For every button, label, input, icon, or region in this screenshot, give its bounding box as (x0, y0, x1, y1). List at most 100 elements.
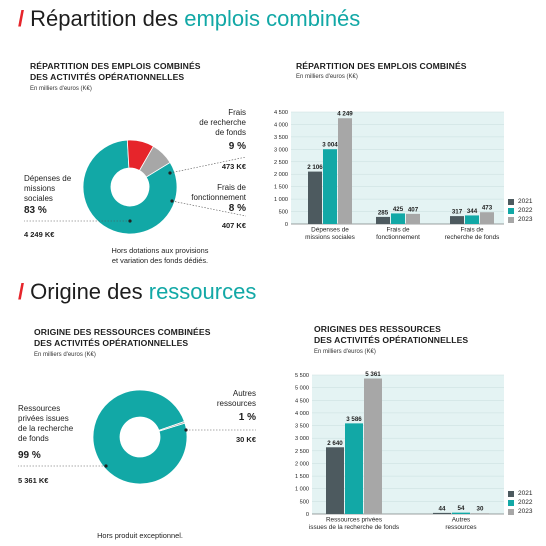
bar1-ytick-label: 2 500 (274, 160, 288, 166)
bar2-legend-2022: 2022 (508, 498, 532, 507)
bar2-title-line1: ORIGINES DES RESSOURCES (314, 324, 441, 334)
donut2-title-line1: ORIGINE DES RESSOURCES COMBINÉES (34, 327, 211, 337)
bar2-ytick-label: 4 500 (295, 398, 309, 404)
donut2-title: ORIGINE DES RESSOURCES COMBINÉES DES ACT… (34, 327, 211, 349)
bar1-data-label: 2 106 (307, 164, 323, 171)
legend-label: 2021 (518, 490, 533, 497)
donut1-note-l1: Hors dotations aux provisions (111, 246, 209, 255)
donut1-label-recherche-l3: de fonds (215, 128, 246, 137)
bar1-subtitle: En milliers d'euros (K€) (296, 74, 358, 80)
bar1-legend-2023: 2023 (508, 215, 532, 224)
bar1-ytick-label: 2 000 (274, 172, 288, 178)
bar1-bar-2021 (376, 216, 390, 224)
donut1-note-l2: et variation des fonds dédiés. (111, 256, 209, 265)
bar2-ytick-label: 1 000 (295, 487, 309, 493)
donut2-leader-privees-dot (104, 464, 108, 468)
bar1-bar-2023 (480, 212, 494, 224)
donut1-amount-fonctionnement: 407 K€ (221, 221, 246, 230)
bar1-ytick-label: 1 500 (274, 185, 288, 191)
bar1-title: RÉPARTITION DES EMPLOIS COMBINÉS (296, 61, 467, 71)
donut2-label-privees-l2: privées issues (18, 414, 69, 423)
donut2-note: Hors produit exceptionnel. (60, 531, 220, 541)
bar2-ytick-label: 2 500 (295, 449, 309, 455)
legend-swatch (508, 216, 514, 223)
bar2-data-label: 2 640 (327, 440, 343, 447)
donut1-pct-missions: 83 % (24, 205, 47, 216)
bar2-title: ORIGINES DES RESSOURCES DES ACTIVITÉS OP… (314, 324, 468, 346)
bar1-legend-2021: 2021 (508, 197, 532, 206)
title-plain: Répartition des (30, 6, 185, 31)
bar2-category-label: ressources (445, 524, 476, 531)
bar1-ytick-label: 4 000 (274, 122, 288, 128)
donut1-pct-fonctionnement: 8 % (228, 203, 246, 214)
bar1-bar-2021 (450, 216, 464, 224)
donut1-amount-missions: 4 249 K€ (24, 230, 55, 239)
legend-label: 2021 (518, 198, 533, 205)
bar2-ytick-label: 2 000 (295, 461, 309, 467)
bar1-data-label: 473 (482, 205, 493, 212)
bar2-data-label: 54 (458, 505, 465, 512)
bar2-bar-2021 (326, 447, 344, 514)
bar1-category-label: fonctionnement (376, 234, 420, 241)
legend-swatch (508, 499, 514, 506)
title-accent: emplois combinés (184, 6, 361, 31)
bar1-ytick-label: 500 (279, 210, 288, 216)
donut2-label-privees: Ressources privées issues de la recherch… (18, 404, 98, 444)
bar2-bar-2023 (364, 378, 382, 514)
donut1-label-recherche-l2: de recherche (199, 118, 246, 127)
bar2-bar-2021 (433, 512, 451, 514)
bar2-subtitle: En milliers d'euros (K€) (314, 349, 376, 355)
bar2-legend-2023: 2023 (508, 507, 532, 516)
bar1-data-label: 3 004 (322, 142, 338, 149)
bar2-bar-2023 (471, 513, 489, 514)
bar1-ytick-label: 1 000 (274, 197, 288, 203)
donut2-note-l1: Hors produit exceptionnel. (97, 531, 183, 540)
donut2-subtitle: En milliers d'euros (K€) (34, 352, 96, 358)
bar1-category-label: recherche de fonds (445, 234, 500, 241)
bar2-ytick-label: 3 500 (295, 424, 309, 430)
donut-slice (82, 139, 178, 235)
bar1-data-label: 407 (408, 206, 419, 213)
bar2-ytick-label: 1 500 (295, 474, 309, 480)
donut2-leader-autres-dot (184, 428, 188, 432)
donut1-label-recherche: Frais de recherche de fonds (178, 108, 246, 138)
bar1-legend-2022: 2022 (508, 206, 532, 215)
donut2-label-privees-l1: Ressources (18, 404, 61, 413)
bar2-bar-2022 (345, 423, 363, 514)
donut1-subtitle: En milliers d'euros (K€) (30, 86, 92, 92)
bar2-bar-2022 (452, 512, 470, 514)
bar2-ytick-label: 0 (306, 512, 309, 518)
donut2-label-privees-l3: de la recherche (18, 424, 74, 433)
legend-swatch (508, 508, 514, 515)
legend-swatch (508, 207, 514, 214)
bar2-legend: 2021 2022 2023 (508, 489, 532, 516)
donut1-label-fonctionnement: Frais de fonctionnement (178, 183, 246, 203)
title-plain: Origine des (30, 279, 149, 304)
title-slash: / (18, 6, 25, 31)
legend-swatch (508, 198, 514, 205)
donut2-pct-privees: 99 % (18, 450, 41, 461)
donut1-label-missions-l1: Dépenses de missions (24, 174, 72, 193)
donut1-amount-recherche: 473 K€ (221, 162, 246, 171)
donut1-title-line2: DES ACTIVITÉS OPÉRATIONNELLES (30, 72, 185, 82)
section-title-ressources: / Origine des ressources (18, 279, 256, 305)
donut2-title-line2: DES ACTIVITÉS OPÉRATIONNELLES (34, 338, 189, 348)
donut1-label-missions-l2: sociales (24, 194, 53, 203)
bar2-category-label: issues de la recherche de fonds (309, 524, 399, 531)
bar1-data-label: 4 249 (337, 111, 353, 118)
donut1-label-missions: Dépenses de missions sociales (24, 174, 94, 204)
legend-label: 2023 (518, 508, 533, 515)
donut1-pct-recherche: 9 % (228, 141, 246, 152)
donut1-title: RÉPARTITION DES EMPLOIS COMBINÉS DES ACT… (30, 61, 201, 83)
bar1-bar-2022 (391, 213, 405, 224)
legend-label: 2023 (518, 216, 533, 223)
bar1-data-label: 317 (452, 209, 463, 216)
donut2-amount-privees: 5 361 K€ (18, 476, 49, 485)
bar2-data-label: 3 586 (346, 416, 362, 423)
donut1-leader-recherche (169, 156, 247, 174)
donut2-label-autres-l1: Autres (232, 389, 256, 398)
donut1-label-fonct-l2: fonctionnement (191, 193, 246, 202)
